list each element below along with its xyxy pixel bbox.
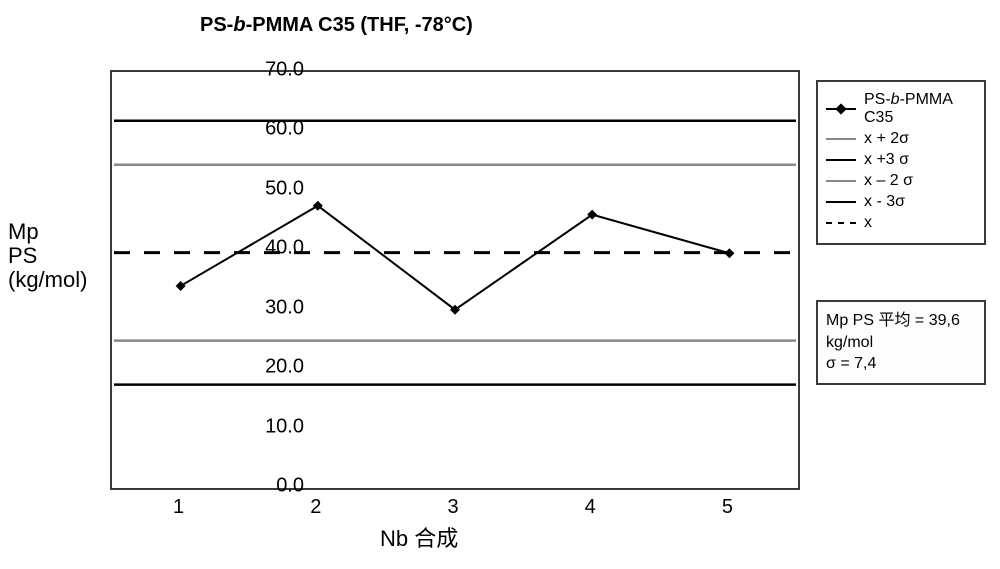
stats-line-1: Mp PS 平均 = 39,6 kg/mol — [826, 310, 976, 353]
x-axis-label: Nb 合成 — [380, 521, 458, 553]
y-tick-label: 30.0 — [254, 296, 304, 319]
legend-swatch-minus3 — [826, 195, 856, 209]
stats-box: Mp PS 平均 = 39,6 kg/mol σ = 7,4 — [816, 300, 986, 385]
legend: PS-b-PMMA C35 x + 2σ x +3 σ x – 2 σ x - … — [816, 80, 986, 245]
x-tick-label: 1 — [159, 496, 199, 519]
y-tick-label: 50.0 — [254, 177, 304, 200]
y-tick-label: 10.0 — [254, 415, 304, 438]
y-tick-label: 70.0 — [254, 59, 304, 82]
legend-swatch-minus2 — [826, 174, 856, 188]
legend-item-plus2: x + 2σ — [826, 130, 976, 148]
legend-item-minus2: x – 2 σ — [826, 172, 976, 190]
legend-label-minus2: x – 2 σ — [864, 172, 913, 190]
legend-label-mean: x — [864, 214, 872, 232]
legend-item-minus3: x - 3σ — [826, 193, 976, 211]
legend-label-series: PS-b-PMMA C35 — [864, 91, 976, 127]
legend-item-plus3: x +3 σ — [826, 151, 976, 169]
legend-label-plus3: x +3 σ — [864, 151, 909, 169]
legend-label-plus2: x + 2σ — [864, 130, 909, 148]
legend-swatch-series — [826, 102, 856, 116]
stats-line-2: σ = 7,4 — [826, 353, 976, 375]
y-tick-label: 20.0 — [254, 356, 304, 379]
title-italic: b — [233, 14, 245, 36]
legend-label-minus3: x - 3σ — [864, 193, 905, 211]
x-tick-label: 2 — [296, 496, 336, 519]
title-prefix: PS- — [200, 14, 233, 36]
legend-swatch-mean — [826, 216, 856, 230]
chart-svg — [112, 72, 798, 488]
x-tick-label: 3 — [433, 496, 473, 519]
legend-swatch-plus3 — [826, 153, 856, 167]
x-tick-label: 4 — [570, 496, 610, 519]
legend-item-mean: x — [826, 214, 976, 232]
y-axis-label: Mp PS (kg/mol) — [8, 220, 68, 293]
legend-item-series: PS-b-PMMA C35 — [826, 91, 976, 127]
title-suffix: -PMMA C35 (THF, -78°C) — [246, 14, 473, 36]
x-tick-label: 5 — [707, 496, 747, 519]
y-tick-label: 60.0 — [254, 118, 304, 141]
legend-swatch-plus2 — [826, 132, 856, 146]
chart-title: PS-b-PMMA C35 (THF, -78°C) — [200, 14, 473, 37]
y-tick-label: 40.0 — [254, 237, 304, 260]
plot-area — [110, 70, 800, 490]
y-tick-label: 0.0 — [254, 475, 304, 498]
